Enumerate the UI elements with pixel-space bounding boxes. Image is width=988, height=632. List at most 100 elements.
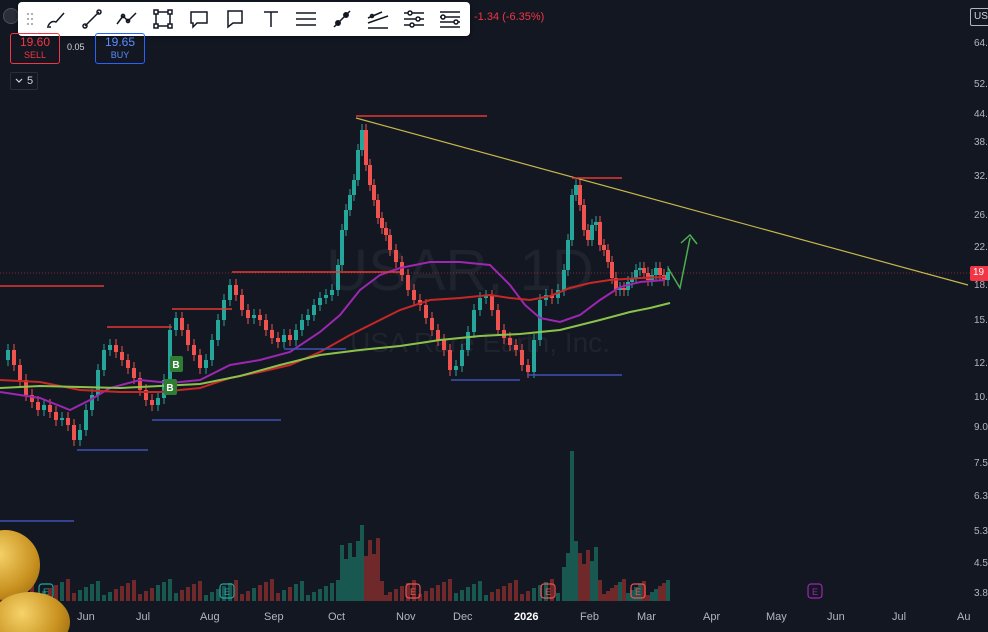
candle-body xyxy=(36,402,40,410)
candle-body xyxy=(642,268,646,273)
candle-body xyxy=(406,275,410,290)
comment-icon xyxy=(227,10,243,29)
price-tick-label: 9.0 xyxy=(974,422,988,433)
buy-button[interactable]: 19.65 BUY xyxy=(95,33,145,64)
candle-body xyxy=(78,430,82,440)
candle-body xyxy=(520,350,524,365)
candle-body xyxy=(436,330,440,340)
volume-bar xyxy=(156,585,160,601)
volume-bar xyxy=(162,582,166,601)
candle-body xyxy=(156,398,160,405)
price-tick-label: 22. xyxy=(974,242,988,253)
candle-body xyxy=(594,222,598,225)
earnings-label: E xyxy=(410,587,416,597)
volume-bar xyxy=(666,580,670,601)
candle-body xyxy=(388,235,392,250)
volume-bar xyxy=(318,589,322,601)
rectangle-icon xyxy=(153,9,174,29)
candle-body xyxy=(578,185,582,205)
volume-bar xyxy=(102,595,106,601)
candle-body xyxy=(234,285,238,295)
time-tick-label: Nov xyxy=(396,611,416,623)
candle-body xyxy=(550,295,554,298)
volume-bar xyxy=(222,586,226,601)
volume-bar xyxy=(132,580,136,601)
symbol-logo[interactable] xyxy=(3,8,19,24)
earnings-label: E xyxy=(812,587,818,597)
candle-body xyxy=(394,250,398,262)
regression-tool-button[interactable] xyxy=(360,4,396,34)
volume-bar xyxy=(532,588,536,601)
price-tick-label: 5.3 xyxy=(974,526,988,537)
fib-retracement-tool-button[interactable] xyxy=(432,4,468,34)
volume-bar xyxy=(78,590,82,601)
chevron-down-icon xyxy=(15,78,23,83)
candle-body xyxy=(114,345,118,352)
volume-bar xyxy=(496,589,500,601)
volume-bar xyxy=(598,580,602,601)
volume-bar xyxy=(466,587,470,601)
interval-selector[interactable]: 5 xyxy=(10,72,38,90)
candle-body xyxy=(150,400,154,405)
volume-bar xyxy=(144,591,148,601)
candle-body xyxy=(210,340,214,360)
time-tick-label: Au xyxy=(957,611,971,623)
candle-body xyxy=(180,318,184,330)
candle-body xyxy=(442,340,446,350)
parallel-channel-tool-button[interactable] xyxy=(396,4,432,34)
horizontal-lines-tool-button[interactable] xyxy=(289,4,325,34)
trend-line-tool-button[interactable] xyxy=(74,4,110,34)
time-tick-label: Jun xyxy=(77,611,95,623)
volume-bar xyxy=(360,525,364,601)
price-tick-label: 10. xyxy=(974,392,988,403)
candle-body xyxy=(282,335,286,342)
volume-bar xyxy=(630,590,634,601)
candle-body xyxy=(610,262,614,278)
path-tool-button[interactable] xyxy=(110,4,146,34)
price-tick-label: 32. xyxy=(974,171,988,182)
candle-body xyxy=(276,338,280,342)
brush-tool-button[interactable] xyxy=(38,4,74,34)
volume-bar xyxy=(138,594,142,601)
volume-bar xyxy=(626,593,630,601)
price-tick-label: 18. xyxy=(974,280,988,291)
sell-price: 19.60 xyxy=(19,35,51,49)
comment-tool-button[interactable] xyxy=(217,4,253,34)
time-tick-label: 2026 xyxy=(514,611,539,623)
price-axis[interactable]: 64. 52. 44. 38. 32. 26. 22. 18. 15. 12. 10. 9.0 7.5 6… xyxy=(970,0,988,632)
callout-tool-button[interactable] xyxy=(181,4,217,34)
volume-bar xyxy=(240,594,244,601)
candle-body xyxy=(598,222,602,245)
volume-bar xyxy=(520,594,524,601)
price-tick-label: 12. xyxy=(974,358,988,369)
currency-badge[interactable]: USD xyxy=(970,8,988,26)
text-tool-button[interactable] xyxy=(253,4,289,34)
candle-body xyxy=(586,230,590,240)
price-tick-label: 4.5 xyxy=(974,558,988,569)
price-tick-label: 7.5 xyxy=(974,458,988,469)
last-price-label: 19 xyxy=(970,266,988,281)
candle-body xyxy=(102,350,106,370)
candle-body xyxy=(204,360,208,368)
candle-body xyxy=(330,290,334,295)
volume-bar xyxy=(538,585,542,601)
volume-bar xyxy=(348,543,352,601)
volume-bar xyxy=(578,553,582,601)
volume-bar xyxy=(356,541,360,601)
rectangle-tool-button[interactable] xyxy=(145,4,181,34)
candle-body xyxy=(18,365,22,380)
descending-trendline xyxy=(355,117,969,286)
volume-bar xyxy=(606,591,610,601)
ray-tool-button[interactable] xyxy=(324,4,360,34)
volume-bar xyxy=(300,581,304,601)
drag-handle-icon[interactable] xyxy=(22,9,38,29)
sell-button[interactable]: 19.60 SELL xyxy=(10,33,60,64)
candle-body xyxy=(562,270,566,290)
projection-arrow xyxy=(667,237,691,291)
trend-line-icon xyxy=(81,9,102,29)
earnings-marker xyxy=(219,583,235,599)
candle-body xyxy=(246,310,250,318)
candle-body xyxy=(144,390,148,400)
